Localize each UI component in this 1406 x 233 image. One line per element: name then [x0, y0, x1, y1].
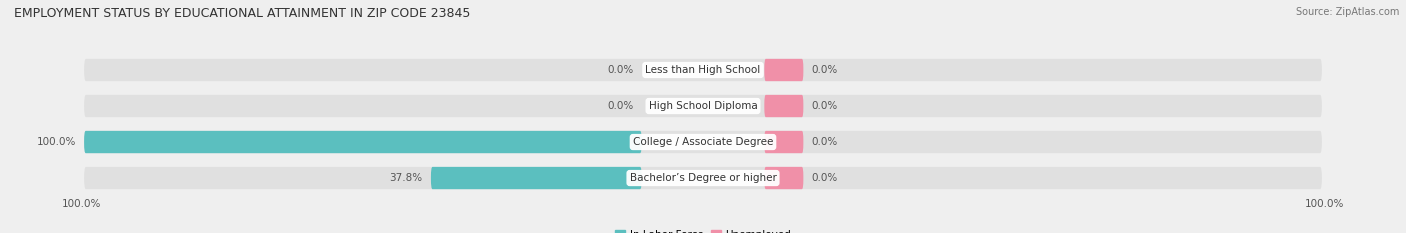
FancyBboxPatch shape	[765, 167, 803, 189]
FancyBboxPatch shape	[765, 59, 803, 81]
Text: 0.0%: 0.0%	[607, 65, 633, 75]
FancyBboxPatch shape	[84, 131, 1322, 153]
Text: 0.0%: 0.0%	[811, 65, 838, 75]
Text: 0.0%: 0.0%	[811, 173, 838, 183]
Text: 0.0%: 0.0%	[811, 137, 838, 147]
FancyBboxPatch shape	[84, 131, 641, 153]
FancyBboxPatch shape	[84, 167, 1322, 189]
Text: EMPLOYMENT STATUS BY EDUCATIONAL ATTAINMENT IN ZIP CODE 23845: EMPLOYMENT STATUS BY EDUCATIONAL ATTAINM…	[14, 7, 471, 20]
FancyBboxPatch shape	[84, 95, 1322, 117]
Text: College / Associate Degree: College / Associate Degree	[633, 137, 773, 147]
Text: 0.0%: 0.0%	[607, 101, 633, 111]
Text: Less than High School: Less than High School	[645, 65, 761, 75]
FancyBboxPatch shape	[765, 95, 803, 117]
Text: Bachelor’s Degree or higher: Bachelor’s Degree or higher	[630, 173, 776, 183]
Text: Source: ZipAtlas.com: Source: ZipAtlas.com	[1295, 7, 1399, 17]
Text: 100.0%: 100.0%	[62, 199, 101, 209]
FancyBboxPatch shape	[84, 59, 1322, 81]
Text: 0.0%: 0.0%	[811, 101, 838, 111]
FancyBboxPatch shape	[430, 167, 641, 189]
Text: 100.0%: 100.0%	[37, 137, 76, 147]
Text: 37.8%: 37.8%	[389, 173, 423, 183]
Text: High School Diploma: High School Diploma	[648, 101, 758, 111]
Text: 100.0%: 100.0%	[1305, 199, 1344, 209]
Legend: In Labor Force, Unemployed: In Labor Force, Unemployed	[610, 226, 796, 233]
FancyBboxPatch shape	[765, 131, 803, 153]
